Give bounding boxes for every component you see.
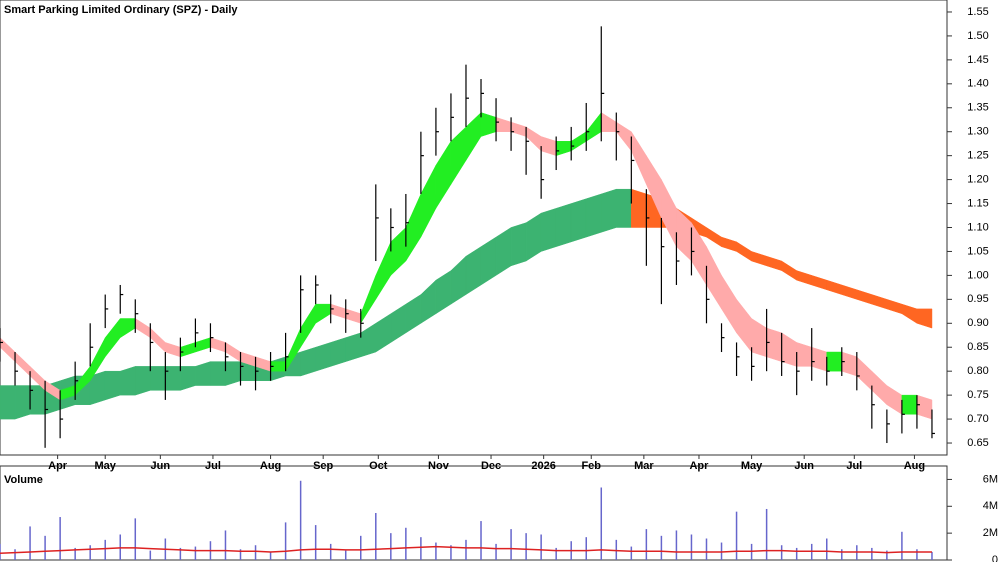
ribbon-segment [330, 337, 346, 367]
ribbon-segment [826, 351, 843, 372]
ribbon-segment [916, 308, 933, 329]
y-tick-label: 0.95 [967, 293, 988, 305]
ribbon-segment [165, 366, 181, 391]
y-tick-label: 0.80 [967, 365, 988, 377]
y-tick-label: 1.15 [967, 197, 988, 209]
x-tick-label: Jul [846, 460, 862, 472]
ribbon-segment [585, 193, 602, 238]
x-tick-label: Aug [904, 460, 925, 472]
y-tick-label: 1.25 [967, 150, 988, 162]
x-tick-label: Mar [634, 460, 654, 472]
volume-ma [0, 545, 932, 555]
y-tick-label: 1.35 [967, 102, 988, 114]
y-tick-label: 0.65 [967, 437, 988, 449]
ribbon-segment [540, 208, 557, 252]
y-tick-label: 0.85 [967, 341, 988, 353]
y-tick-label: 0.70 [967, 413, 988, 425]
ribbon-segment [150, 366, 166, 391]
x-tick-label: Feb [581, 460, 601, 472]
x-tick-label: 2026 [531, 460, 555, 472]
x-tick-label: Apr [48, 460, 68, 472]
ribbon-segment [901, 394, 918, 415]
x-tick-label: Jun [794, 460, 814, 472]
volume-tick-label: 2M [983, 527, 998, 539]
y-tick-label: 1.55 [967, 6, 988, 18]
volume-tick-label: 6M [983, 473, 998, 485]
y-tick-label: 1.45 [967, 54, 988, 66]
ribbon-segment [616, 188, 632, 228]
ribbon-segment [766, 327, 782, 362]
y-tick-label: 1.10 [967, 221, 988, 233]
y-tick-label: 1.05 [967, 245, 988, 257]
ribbon-segment [300, 346, 316, 377]
ribbon-segment [315, 342, 331, 372]
ribbon-segment [135, 366, 151, 396]
x-tick-label: Dec [481, 460, 501, 472]
ribbon-segment [601, 188, 617, 233]
ribbon-segment [631, 188, 647, 228]
x-tick-label: Oct [369, 460, 388, 472]
y-tick-label: 1.30 [967, 126, 988, 138]
ribbon-segment [555, 203, 572, 247]
ribbon-segment [104, 370, 121, 401]
ribbon-segment [570, 198, 587, 243]
ribbon-segment [210, 361, 226, 386]
y-tick-label: 0.75 [967, 389, 988, 401]
y-tick-label: 0.90 [967, 317, 988, 329]
y-tick-label: 1.00 [967, 269, 988, 281]
x-tick-label: Jun [151, 460, 171, 472]
ribbon-segment [120, 366, 136, 396]
volume-tick-label: 4M [983, 500, 998, 512]
x-tick-label: May [95, 460, 117, 472]
x-tick-label: Nov [428, 460, 450, 472]
volume-panel [0, 465, 948, 561]
ribbon-segment [0, 385, 16, 420]
x-tick-label: Aug [260, 460, 281, 472]
y-tick-label: 1.40 [967, 78, 988, 90]
x-tick-label: Apr [689, 460, 709, 472]
chart-title: Smart Parking Limited Ordinary (SPZ) - D… [4, 4, 238, 16]
ribbon-segment [345, 332, 362, 362]
ribbon-segment [14, 385, 31, 420]
x-tick-label: Jul [205, 460, 221, 472]
y-tick-label: 1.50 [967, 30, 988, 42]
ribbon-segment [510, 222, 527, 267]
volume-label: Volume [4, 474, 43, 486]
volume-tick-label: 0 [992, 554, 998, 562]
x-tick-label: Sep [313, 460, 333, 472]
x-tick-label: May [741, 460, 763, 472]
y-tick-label: 1.20 [967, 174, 988, 186]
